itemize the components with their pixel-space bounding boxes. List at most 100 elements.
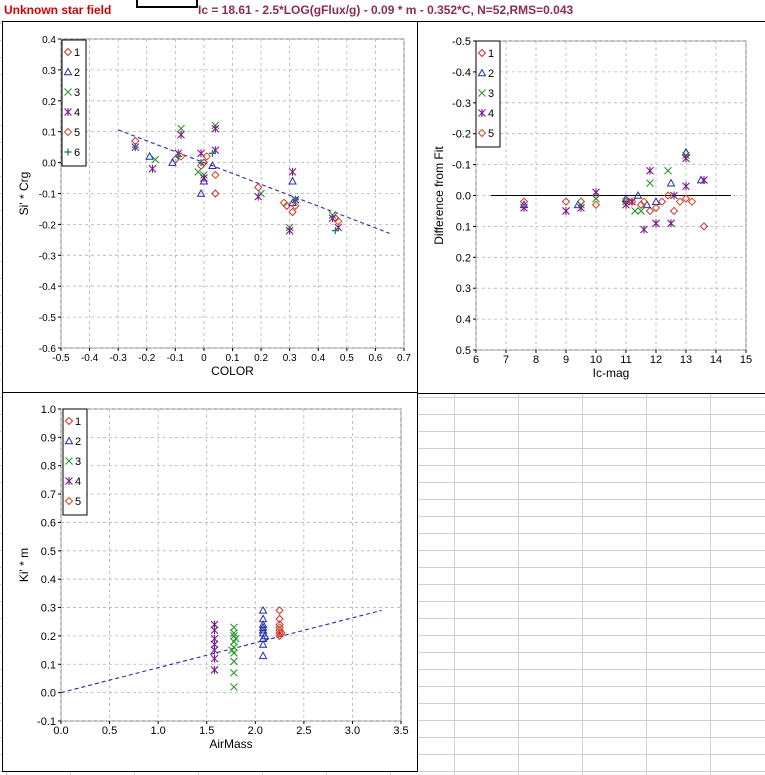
legend-marker xyxy=(478,109,486,117)
series-4 xyxy=(520,154,708,234)
airmass-chart-panel[interactable]: 0.0 0.5 1.0 1.5 2.0 2.5 3.0 3.5 -0.1 0.0 0.1 0.2 0.3… xyxy=(2,392,418,772)
legend-box xyxy=(475,40,501,148)
y-tick-label: -0.2 xyxy=(39,220,57,231)
legend-label: 4 xyxy=(488,108,494,120)
series-3 xyxy=(228,623,240,691)
x-tick-label: 1.0 xyxy=(150,725,165,737)
data-point xyxy=(228,646,236,654)
data-point xyxy=(334,217,343,226)
legend-label: 2 xyxy=(75,436,81,448)
y-tick-label: 0.0 xyxy=(41,688,56,700)
y-tick-label: 0.0 xyxy=(456,191,471,203)
x-tick-label: 10 xyxy=(590,354,602,366)
y-tick-label: 0.8 xyxy=(41,461,56,473)
x-tick-label: 1.5 xyxy=(199,725,214,737)
data-point xyxy=(637,207,645,215)
legend-label: 5 xyxy=(75,496,81,508)
x-tick-label: 0 xyxy=(201,353,207,364)
data-point xyxy=(254,192,263,201)
legend-marker xyxy=(63,47,73,57)
data-point xyxy=(636,200,646,209)
data-point xyxy=(667,219,675,228)
y-tick-label: -0.2 xyxy=(452,129,471,141)
x-tick-label: 2.0 xyxy=(248,725,263,737)
y-tick-label: 0.5 xyxy=(41,546,56,558)
data-point xyxy=(131,143,139,151)
legend-marker xyxy=(63,67,73,76)
data-point xyxy=(663,191,673,200)
data-point xyxy=(211,170,220,180)
data-point xyxy=(646,179,654,188)
data-point xyxy=(288,167,297,176)
y-tick-label: -0.1 xyxy=(452,160,471,172)
x-tick-label: 0.0 xyxy=(53,725,68,737)
y-tick-label: 0.2 xyxy=(42,97,56,108)
x-tick-label: 0.2 xyxy=(254,353,268,364)
data-point xyxy=(275,623,284,632)
data-point xyxy=(210,634,219,643)
data-point xyxy=(258,614,268,623)
x-tick-label: 0.5 xyxy=(340,353,354,364)
data-point xyxy=(258,620,268,628)
data-point xyxy=(258,605,268,614)
legend-marker xyxy=(63,127,73,137)
data-point xyxy=(148,164,157,173)
color-chart-panel[interactable]: -0.5 -0.4 -0.3 -0.2 -0.1 0 0.1 0.2 0.3 0.4 0.5 0.6 0… xyxy=(2,21,418,394)
legend-label: 4 xyxy=(75,476,81,488)
residual-chart-panel[interactable]: 6 7 8 9 10 11 12 13 14 15 -0.5 -0.4 -0.3 -0.2 -0.1 0.0 0… xyxy=(417,21,765,394)
data-point xyxy=(627,197,637,206)
data-point xyxy=(682,154,690,163)
x-axis-label: COLOR xyxy=(211,364,254,378)
data-point xyxy=(291,201,300,211)
residual-chart: 6 7 8 9 10 11 12 13 14 15-0.5-0.4-0.3-0.2-0.10.00… xyxy=(432,36,752,380)
legend-marker xyxy=(64,416,74,426)
sheet-title: Unknown star field xyxy=(4,3,112,17)
data-point xyxy=(666,178,676,187)
legend-marker xyxy=(65,457,73,465)
fit-equation: Ic = 18.61 - 2.5*LOG(gFlux/g) - 0.09 * m… xyxy=(198,3,574,17)
data-point xyxy=(631,207,639,215)
data-point xyxy=(277,628,286,638)
legend-box xyxy=(62,408,88,516)
legend: 1 2 3 4 5 6 xyxy=(61,39,87,167)
legend-marker xyxy=(65,477,73,485)
data-point xyxy=(288,176,297,185)
data-point xyxy=(646,166,654,175)
y-tick-label: 0.4 xyxy=(41,574,56,586)
data-point xyxy=(561,197,571,206)
data-point xyxy=(285,226,294,235)
y-tick-label: 0.4 xyxy=(456,314,471,326)
x-tick-label: 0.7 xyxy=(397,353,411,364)
selected-cell[interactable] xyxy=(136,0,198,8)
data-point xyxy=(670,191,678,200)
legend-label: 3 xyxy=(75,456,81,468)
data-point xyxy=(640,225,648,234)
data-point xyxy=(211,124,220,133)
series-4 xyxy=(210,620,219,674)
y-tick-label: -0.4 xyxy=(452,67,471,79)
plot-area xyxy=(60,38,405,349)
legend-marker xyxy=(477,68,487,77)
x-tick-label: 2.5 xyxy=(296,725,311,737)
y-tick-label: 0.9 xyxy=(41,432,56,444)
data-point xyxy=(210,620,219,629)
x-tick-label: -0.2 xyxy=(138,353,156,364)
x-tick-label: -0.5 xyxy=(52,353,70,364)
data-point xyxy=(687,197,697,206)
legend-marker xyxy=(64,496,74,506)
x-tick-label: 0.4 xyxy=(311,353,325,364)
legend-label: 5 xyxy=(74,127,80,139)
data-point xyxy=(562,206,570,215)
x-tick-label: 0.6 xyxy=(368,353,382,364)
data-point xyxy=(196,188,206,197)
legend-label: 2 xyxy=(488,68,494,80)
series-5 xyxy=(275,623,284,638)
series-5 xyxy=(591,191,697,213)
legend-marker xyxy=(64,88,72,96)
legend-label: 3 xyxy=(488,88,494,100)
y-tick-label: 1.0 xyxy=(41,404,56,416)
y-axis-label: Si' * Crg xyxy=(17,172,31,216)
data-point xyxy=(275,606,284,615)
sheet-header: Unknown star field Ic = 18.61 - 2.5*LOG(… xyxy=(0,0,765,22)
data-point xyxy=(177,124,185,133)
